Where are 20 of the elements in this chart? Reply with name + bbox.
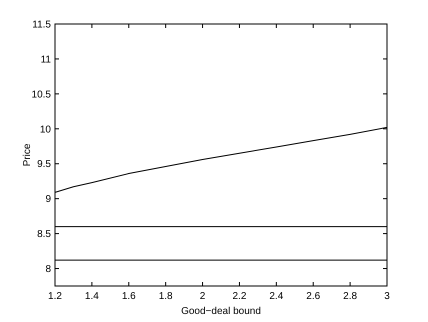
x-tick-label: 2: [200, 291, 206, 302]
x-axis-title: Good−deal bound: [181, 306, 261, 317]
y-tick-label: 11.5: [32, 20, 52, 30]
x-tick-label: 2.4: [269, 291, 284, 302]
x-tick-label: 2.8: [343, 291, 358, 302]
x-tick-label: 1.2: [48, 291, 62, 302]
y-tick-label: 10: [40, 124, 52, 136]
y-tick-label: 9.5: [37, 159, 52, 170]
x-tick-label: 3: [384, 291, 390, 302]
y-axis-title: Price: [22, 143, 33, 166]
y-tick-label: 10.5: [32, 89, 52, 100]
x-tick-label: 2.6: [306, 291, 321, 302]
x-tick-label: 2.2: [232, 291, 247, 302]
x-tick-label: 1.8: [158, 291, 174, 302]
x-tick-label: 1.4: [84, 291, 100, 302]
y-tick-label: 8: [45, 264, 52, 276]
y-tick-label: 8.5: [37, 229, 52, 240]
x-tick-label: 1.6: [122, 291, 136, 302]
y-tick-label: 9: [45, 194, 52, 206]
y-tick-label: 11: [40, 54, 52, 66]
